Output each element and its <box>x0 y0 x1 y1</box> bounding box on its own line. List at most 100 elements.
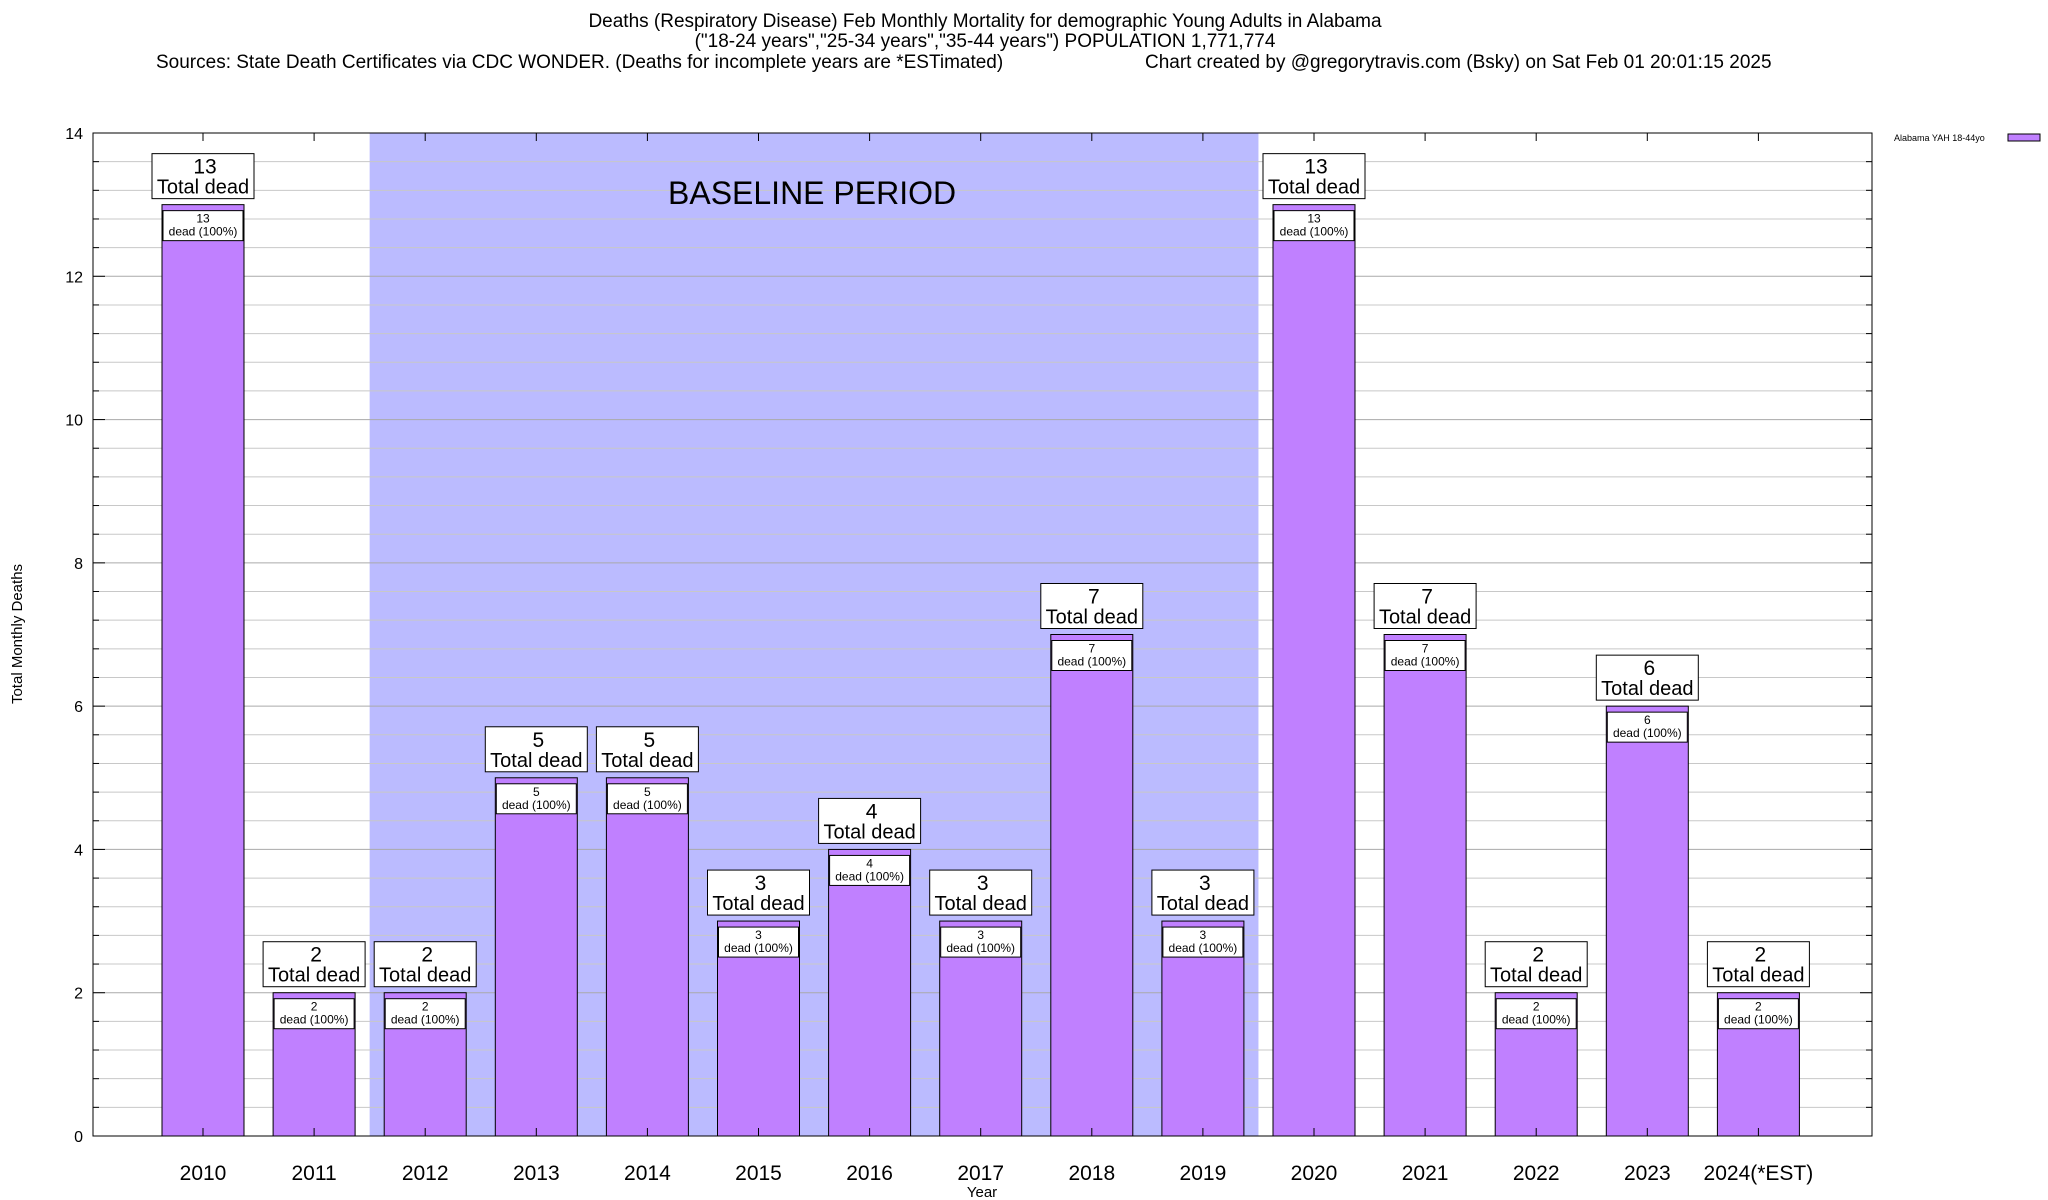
chart-title: Deaths (Respiratory Disease) Feb Monthly… <box>0 12 1970 52</box>
total-value-label: 3 <box>977 872 989 895</box>
inner-value-label: 3 <box>1200 928 1207 942</box>
total-dead-label: Total dead <box>935 893 1027 915</box>
y-tick-label: 2 <box>74 986 83 1003</box>
total-label-box <box>929 869 1033 916</box>
total-dead-label: Total dead <box>1712 965 1804 987</box>
x-tick-label: 2022 <box>1513 1162 1560 1185</box>
inner-label-box <box>1495 998 1577 1030</box>
inner-value-label: 2 <box>311 1000 318 1014</box>
x-tick-label: 2011 <box>292 1162 337 1185</box>
x-tick-label: 2023 <box>1624 1162 1671 1185</box>
x-tick-label: 2020 <box>1291 1162 1338 1185</box>
inner-label-box <box>940 926 1022 958</box>
total-value-label: 5 <box>532 729 544 752</box>
inner-label-box <box>1273 210 1355 242</box>
total-value-label: 3 <box>1199 872 1211 895</box>
credit-text: Chart created by @gregorytravis.com (Bsk… <box>1145 52 1772 73</box>
y-tick-label: 6 <box>74 699 83 716</box>
total-value-label: 2 <box>1755 944 1767 967</box>
inner-value-label: 13 <box>196 212 210 226</box>
total-dead-label: Total dead <box>157 177 249 199</box>
x-tick-label: 2013 <box>513 1162 560 1185</box>
x-tick-label: 2012 <box>402 1162 449 1185</box>
total-dead-label: Total dead <box>268 965 360 987</box>
bar-2021 <box>1383 634 1467 1137</box>
inner-label-box <box>384 998 466 1030</box>
x-tick-label: 2010 <box>180 1162 227 1185</box>
inner-percent-label: dead (100%) <box>613 798 682 812</box>
plot-frame <box>92 132 1873 1137</box>
inner-value-label: 3 <box>755 928 762 942</box>
inner-value-label: 13 <box>1307 212 1321 226</box>
title-line-2: ("18-24 years","25-34 years","35-44 year… <box>694 31 1276 52</box>
total-label-box <box>262 941 366 988</box>
total-value-label: 4 <box>866 800 878 823</box>
inner-value-label: 2 <box>1533 1000 1540 1014</box>
total-dead-label: Total dead <box>490 750 582 772</box>
inner-value-label: 5 <box>644 785 651 799</box>
total-dead-label: Total dead <box>1490 965 1582 987</box>
inner-percent-label: dead (100%) <box>1057 655 1126 669</box>
inner-percent-label: dead (100%) <box>1502 1013 1571 1027</box>
inner-value-label: 4 <box>866 856 873 870</box>
x-tick-label: 2024(*EST) <box>1704 1162 1814 1185</box>
x-tick-label: 2015 <box>735 1162 782 1185</box>
x-tick-label: 2017 <box>957 1162 1004 1185</box>
inner-percent-label: dead (100%) <box>946 941 1015 955</box>
total-label-box <box>1040 583 1144 629</box>
inner-label-box <box>1051 640 1133 671</box>
total-label-box <box>818 797 922 844</box>
x-tick-label: 2014 <box>624 1162 671 1185</box>
inner-label-box <box>606 783 688 815</box>
total-dead-label: Total dead <box>1046 607 1138 629</box>
bar-2010 <box>161 204 245 1137</box>
bar-2016 <box>828 848 912 1137</box>
inner-percent-label: dead (100%) <box>391 1013 460 1027</box>
inner-value-label: 6 <box>1644 713 1651 727</box>
total-label-box <box>1595 654 1699 701</box>
total-value-label: 3 <box>755 872 767 895</box>
inner-percent-label: dead (100%) <box>502 798 571 812</box>
inner-value-label: 7 <box>1088 642 1095 656</box>
inner-label-box <box>829 854 911 886</box>
legend-swatch <box>2007 133 2041 142</box>
inner-percent-label: dead (100%) <box>1613 726 1682 740</box>
inner-value-label: 2 <box>1755 1000 1762 1014</box>
inner-percent-label: dead (100%) <box>1724 1013 1793 1027</box>
total-label-box <box>373 941 477 988</box>
baseline-period-label: BASELINE PERIOD <box>668 175 956 211</box>
inner-percent-label: dead (100%) <box>280 1013 349 1027</box>
x-tick-label: 2016 <box>846 1162 893 1185</box>
total-dead-label: Total dead <box>1268 177 1360 199</box>
y-tick-label: 14 <box>65 126 83 143</box>
total-label-box <box>1706 941 1810 988</box>
x-tick-label: 2021 <box>1402 1162 1449 1185</box>
total-dead-label: Total dead <box>1379 607 1471 629</box>
total-value-label: 5 <box>644 729 656 752</box>
inner-percent-label: dead (100%) <box>169 225 238 239</box>
x-tick-label: 2019 <box>1180 1162 1227 1185</box>
total-label-box <box>484 726 588 773</box>
inner-label-box <box>162 210 244 242</box>
total-value-label: 13 <box>193 156 216 179</box>
total-label-box <box>595 726 699 773</box>
inner-label-box <box>1717 998 1799 1030</box>
bar-2013 <box>494 777 578 1137</box>
total-label-box <box>1484 941 1588 988</box>
total-dead-label: Total dead <box>823 821 915 843</box>
total-dead-label: Total dead <box>1157 893 1249 915</box>
total-label-box <box>151 153 255 200</box>
total-value-label: 2 <box>310 944 322 967</box>
total-dead-label: Total dead <box>601 750 693 772</box>
total-label-box <box>1373 583 1477 629</box>
inner-label-box <box>1384 640 1466 671</box>
bar-2020 <box>1272 204 1356 1137</box>
bar-2023 <box>1605 705 1689 1137</box>
inner-value-label: 2 <box>422 1000 429 1014</box>
total-value-label: 7 <box>1088 586 1100 609</box>
inner-label-box <box>1162 926 1244 958</box>
total-value-label: 2 <box>1532 944 1544 967</box>
y-tick-label: 12 <box>65 269 83 286</box>
total-value-label: 6 <box>1643 657 1655 680</box>
total-dead-label: Total dead <box>379 965 471 987</box>
